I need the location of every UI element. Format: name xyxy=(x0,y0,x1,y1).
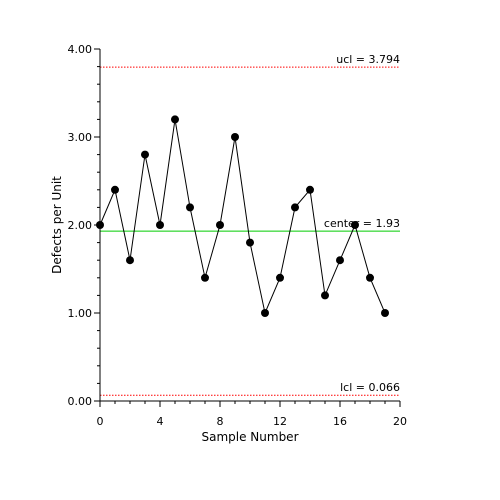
data-point-9 xyxy=(231,133,239,141)
data-point-14 xyxy=(306,185,314,194)
data-point-4 xyxy=(156,221,164,229)
data-point-15 xyxy=(321,291,329,300)
data-point-2 xyxy=(126,256,134,265)
data-point-16 xyxy=(336,256,344,265)
data-point-6 xyxy=(186,203,194,212)
axes-layer: 0.00 1.00 2.00 3.00 4.00 0 4 8 12 16 20 xyxy=(68,43,408,428)
data-point-3 xyxy=(141,150,149,159)
data-point-5 xyxy=(171,115,179,124)
y-tick-label: 2.00 xyxy=(68,219,93,232)
data-point-8 xyxy=(216,221,224,229)
data-point-17 xyxy=(351,221,359,229)
reference-line-label-2: lcl = 0.066 xyxy=(340,381,400,394)
x-tick-label: 4 xyxy=(157,415,164,428)
y-tick-label: 0.00 xyxy=(68,395,93,408)
data-point-19 xyxy=(381,309,389,317)
data-point-11 xyxy=(261,309,269,317)
x-tick-label: 8 xyxy=(217,415,224,428)
series-line-0 xyxy=(99,119,386,315)
reference-line-label-1: center = 1.93 xyxy=(324,217,400,230)
reference-lines-layer: ucl = 3.794 center = 1.93 lcl = 0.066 xyxy=(100,53,400,396)
x-tick-label: 20 xyxy=(393,415,407,428)
y-tick-label: 3.00 xyxy=(68,131,93,144)
x-tick-label: 16 xyxy=(333,415,347,428)
data-point-18 xyxy=(366,273,374,282)
y-tick-label: 4.00 xyxy=(68,43,93,56)
series-layer xyxy=(96,115,389,317)
x-tick-label: 12 xyxy=(273,415,287,428)
y-tick-label: 1.00 xyxy=(68,307,93,320)
data-point-12 xyxy=(276,273,284,282)
x-tick-label: 0 xyxy=(97,415,104,428)
x-axis-title: Sample Number xyxy=(201,430,298,444)
data-point-10 xyxy=(246,238,254,247)
y-axis-title: Defects per Unit xyxy=(50,176,64,274)
data-point-13 xyxy=(291,203,299,212)
reference-line-label-0: ucl = 3.794 xyxy=(336,53,400,66)
data-point-1 xyxy=(111,185,119,194)
data-point-7 xyxy=(201,273,209,282)
